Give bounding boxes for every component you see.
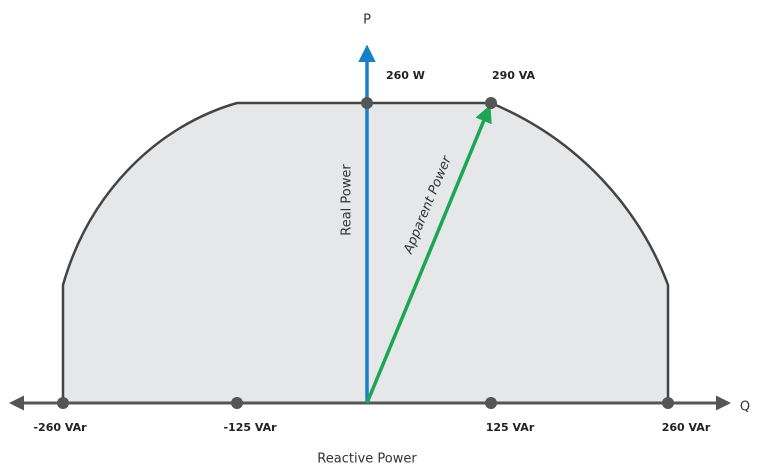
- point-label: 290 VA: [492, 69, 536, 82]
- point-label: 260 W: [386, 69, 425, 82]
- q-axis-title: Reactive Power: [317, 452, 417, 466]
- point: [57, 397, 69, 409]
- vector-label: Real Power: [340, 164, 355, 236]
- point: [361, 97, 373, 109]
- point: [485, 97, 497, 109]
- p-axis-label: P: [363, 13, 371, 28]
- point: [485, 397, 497, 409]
- point: [662, 397, 674, 409]
- point-label: -260 VAr: [33, 421, 87, 434]
- point: [231, 397, 243, 409]
- apparent-power-vector: [365, 104, 492, 404]
- points: [57, 97, 674, 409]
- point-label: -125 VAr: [223, 421, 277, 434]
- point-label: 260 VAr: [662, 421, 711, 434]
- point-label: 125 VAr: [486, 421, 535, 434]
- q-axis-label: Q: [740, 400, 750, 415]
